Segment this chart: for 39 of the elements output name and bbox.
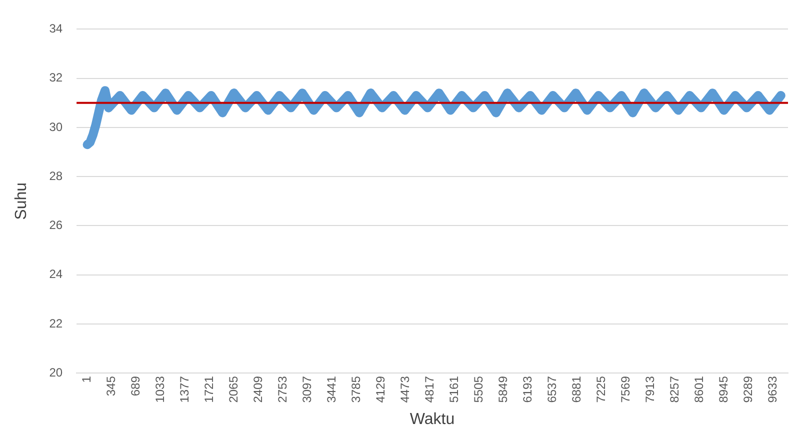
y-tick-label: 28 — [49, 168, 63, 183]
x-tick-label: 345 — [104, 376, 118, 396]
x-tick-label: 2409 — [251, 376, 266, 403]
y-tick-label: 32 — [49, 70, 63, 85]
x-tick-label: 1377 — [178, 376, 192, 403]
x-tick-label: 2065 — [226, 376, 241, 403]
y-tick-label: 26 — [49, 218, 63, 232]
x-tick-label: 7569 — [618, 376, 633, 403]
x-tick-label: 1721 — [202, 376, 216, 403]
x-tick-label: 3785 — [349, 376, 364, 403]
x-axis-title: Waktu — [410, 410, 455, 428]
x-tick-label: 8257 — [668, 376, 682, 403]
y-tick-label: 30 — [49, 120, 63, 134]
x-tick-label: 1 — [80, 376, 94, 383]
y-tick-label: 24 — [49, 267, 63, 282]
x-tick-label: 7225 — [594, 376, 608, 403]
x-tick-label: 9633 — [766, 376, 780, 403]
x-tick-label: 6193 — [520, 376, 535, 403]
x-tick-label: 5505 — [472, 376, 486, 403]
y-tick-label: 22 — [49, 316, 63, 330]
x-tick-label: 4473 — [398, 376, 412, 403]
x-tick-label: 689 — [128, 376, 143, 396]
x-tick-label: 5161 — [447, 376, 462, 403]
x-tick-label: 9289 — [741, 376, 756, 403]
x-tick-label: 4129 — [374, 376, 388, 403]
x-tick-label: 8601 — [692, 376, 706, 403]
x-tick-label: 8945 — [716, 376, 731, 403]
x-tick-label: 4817 — [422, 376, 437, 403]
x-tick-label: 7913 — [643, 376, 658, 403]
y-tick-label: 20 — [49, 365, 63, 380]
y-tick-label: 34 — [49, 22, 63, 36]
x-tick-label: 5849 — [496, 376, 510, 403]
x-tick-label: 6881 — [570, 376, 584, 403]
x-tick-label: 3097 — [300, 376, 314, 403]
x-tick-label: 1033 — [153, 376, 168, 403]
x-tick-label: 6537 — [545, 376, 560, 403]
x-tick-label: 2753 — [276, 376, 290, 403]
x-tick-label: 3441 — [324, 376, 339, 403]
y-axis-title: Suhu — [13, 182, 30, 220]
